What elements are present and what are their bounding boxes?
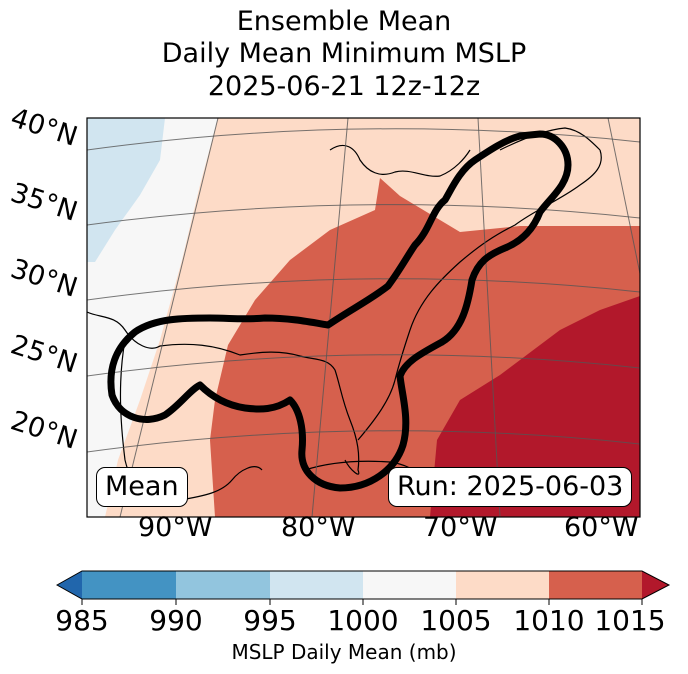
atlantic-coast	[357, 149, 602, 441]
colorbar-tick-label: 1005	[420, 604, 492, 637]
colorbar-tick-label: 1015	[594, 604, 666, 637]
mean-outline-contour	[107, 130, 572, 492]
map-frame	[86, 117, 641, 518]
colorbar-tick-label: 985	[55, 604, 109, 637]
colorbar-tick-label: 1010	[513, 604, 585, 637]
gulf-coast	[87, 311, 360, 475]
colorbar-bin-1010-1015	[549, 571, 642, 599]
colorbar-axis-label: MSLP Daily Mean (mb)	[231, 640, 457, 664]
colorbar-extend-high	[642, 571, 669, 599]
run-date-label-box: Run: 2025-06-03	[388, 467, 633, 507]
title-line-3: 2025-06-21 12z-12z	[207, 71, 481, 102]
lon-label-70w: 70°W	[423, 512, 498, 543]
colorbar-tick-label: 1000	[327, 604, 399, 637]
field-995-1000	[87, 118, 165, 262]
colorbar-extend-low	[57, 571, 82, 599]
gulf-st-lawrence	[499, 127, 601, 151]
colorbar-bin-1005-1010	[456, 571, 549, 599]
gridline-lat-20	[87, 430, 640, 453]
lon-label-60w: 60°W	[564, 512, 639, 543]
gridline-lat-25	[87, 354, 640, 377]
colorbar-bin-1000-1005	[363, 571, 456, 599]
colorbar-tick-label: 995	[243, 604, 297, 637]
gridline-lon-80	[311, 118, 349, 517]
lon-label-90w: 90°W	[138, 512, 213, 543]
mslp-field	[87, 118, 640, 517]
colorbar-bin-985-990	[82, 571, 176, 599]
colorbar	[55, 570, 671, 605]
colorbar-bin-995-1000	[270, 571, 363, 599]
gridline-lat-35	[87, 204, 640, 226]
gridline-lat-40	[87, 128, 640, 151]
title-line-2: Daily Mean Minimum MSLP	[161, 38, 527, 69]
lon-label-80w: 80°W	[281, 512, 356, 543]
title-line-1: Ensemble Mean	[236, 6, 452, 37]
field-above-1015	[430, 296, 640, 517]
great-lakes	[329, 145, 471, 177]
colorbar-bin-990-995	[176, 571, 270, 599]
colorbar-tick-label: 990	[149, 604, 203, 637]
mean-label-box: Mean	[96, 467, 188, 507]
gridline-lat-30	[87, 278, 640, 301]
gridline-lon-70	[477, 118, 501, 517]
gridline-lon-60	[607, 118, 640, 277]
graticule	[87, 118, 640, 517]
